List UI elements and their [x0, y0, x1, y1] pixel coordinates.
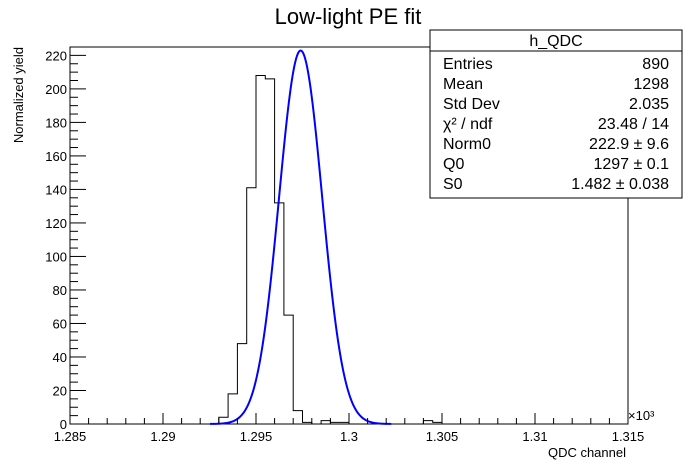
histogram-bin	[423, 421, 432, 424]
histogram-bin	[284, 315, 293, 424]
stats-box-title: h_QDC	[529, 33, 582, 50]
y-tick-label: 220	[45, 48, 67, 63]
stats-box-rows: Entries 890 Mean 1298 Std Dev 2.035 χ² / ndf 23…	[443, 56, 669, 193]
stats-row-value: 23.48 / 14	[598, 116, 669, 133]
y-tick-label: 0	[60, 417, 67, 432]
x-axis-multiplier: ×10³	[628, 408, 655, 423]
x-tick-label: 1.315	[612, 429, 645, 444]
x-axis-title: QDC channel	[548, 445, 626, 460]
stats-row-label: Entries	[443, 56, 493, 73]
y-tick-label: 180	[45, 115, 67, 130]
x-tick-label: 1.285	[54, 429, 87, 444]
x-tick-label: 1.29	[150, 429, 175, 444]
stats-row-value: 222.9 ± 9.6	[589, 136, 669, 153]
x-tick-label: 1.3	[340, 429, 358, 444]
y-axis: 0 20 40 60 80 100 120 140 160 180 200 220	[45, 46, 86, 432]
stats-row-value: 1297 ± 0.1	[593, 156, 669, 173]
stats-row-value: 1.482 ± 0.038	[571, 176, 669, 193]
histogram-bin	[293, 411, 302, 424]
x-tick-label: 1.295	[240, 429, 273, 444]
y-axis-title: Normalized yield	[11, 47, 26, 143]
x-tick-label: 1.31	[522, 429, 547, 444]
histogram-bin	[321, 421, 330, 424]
stats-row-label: Norm0	[443, 136, 491, 153]
stats-row-label: S0	[443, 176, 463, 193]
y-tick-label: 140	[45, 182, 67, 197]
y-tick-label: 100	[45, 249, 67, 264]
stats-row-value: 890	[642, 56, 669, 73]
y-tick-label: 160	[45, 149, 67, 164]
x-tick-label: 1.305	[426, 429, 459, 444]
x-axis: 1.285 1.29 1.295 1.3 1.305 1.31 1.315	[54, 413, 645, 444]
stats-row-label: Std Dev	[443, 96, 500, 113]
stats-row-label: χ² / ndf	[443, 116, 493, 133]
y-tick-label: 120	[45, 216, 67, 231]
fit-curve-group	[210, 49, 392, 425]
fit-curve	[210, 49, 392, 425]
stats-row-label: Q0	[443, 156, 464, 173]
y-tick-label: 200	[45, 82, 67, 97]
y-tick-label: 60	[53, 316, 67, 331]
y-tick-label: 40	[53, 350, 67, 365]
y-tick-label: 20	[53, 383, 67, 398]
stats-box-frame	[429, 29, 683, 199]
stats-row-value: 1298	[633, 76, 669, 93]
y-tick-label: 80	[53, 283, 67, 298]
stats-row-value: 2.035	[629, 96, 669, 113]
stats-row-label: Mean	[443, 76, 483, 93]
chart-title: Low-light PE fit	[275, 4, 422, 29]
stats-box: h_QDC Entries 890 Mean 1298 Std Dev 2.035 χ² /…	[429, 29, 683, 199]
